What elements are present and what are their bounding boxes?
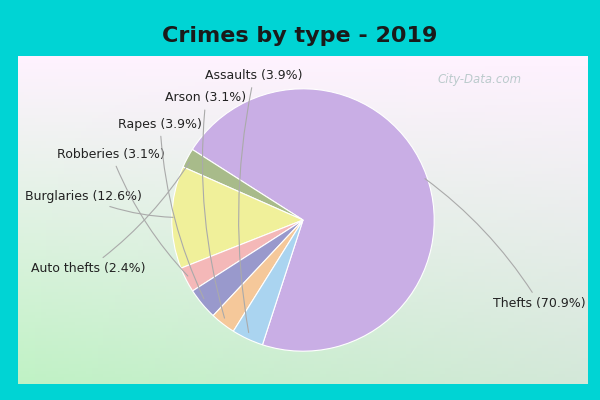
Text: Burglaries (12.6%): Burglaries (12.6%)	[25, 190, 173, 217]
Wedge shape	[193, 220, 303, 316]
Text: Rapes (3.9%): Rapes (3.9%)	[118, 118, 204, 299]
Text: Arson (3.1%): Arson (3.1%)	[166, 92, 247, 318]
Wedge shape	[213, 220, 303, 331]
Wedge shape	[233, 220, 303, 345]
Wedge shape	[193, 89, 434, 351]
Wedge shape	[183, 150, 303, 220]
Wedge shape	[181, 220, 303, 291]
Wedge shape	[172, 167, 303, 268]
Text: City-Data.com: City-Data.com	[438, 74, 522, 86]
Text: Auto thefts (2.4%): Auto thefts (2.4%)	[31, 162, 190, 275]
Text: Thefts (70.9%): Thefts (70.9%)	[425, 179, 586, 310]
Text: Assaults (3.9%): Assaults (3.9%)	[205, 69, 303, 332]
Text: Crimes by type - 2019: Crimes by type - 2019	[163, 26, 437, 46]
Text: Robberies (3.1%): Robberies (3.1%)	[58, 148, 188, 276]
